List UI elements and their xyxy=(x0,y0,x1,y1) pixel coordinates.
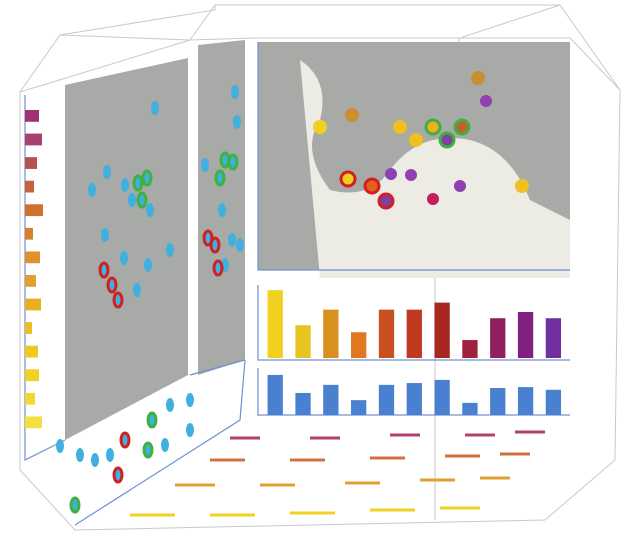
bar xyxy=(267,290,283,358)
blue-bar xyxy=(517,387,534,415)
blue-bar xyxy=(490,388,506,415)
side-bar xyxy=(25,157,37,169)
bar xyxy=(434,302,450,358)
bar xyxy=(462,340,478,358)
blue-bar xyxy=(545,389,562,415)
maps xyxy=(65,40,570,440)
land xyxy=(300,60,570,278)
side-bar xyxy=(25,275,36,287)
map-left xyxy=(65,58,188,440)
side-bar xyxy=(25,133,42,146)
bar xyxy=(351,332,367,358)
blue-bar xyxy=(378,384,395,415)
bar xyxy=(323,309,339,358)
side-bar xyxy=(25,298,41,311)
side-bar xyxy=(25,227,33,240)
blue-bar xyxy=(351,400,367,415)
blue-bar xyxy=(434,379,450,415)
side-bar xyxy=(25,204,43,217)
side-bar xyxy=(25,416,42,429)
side-bar xyxy=(25,110,39,122)
side-bar xyxy=(25,180,34,193)
bar xyxy=(490,318,506,358)
floor-bars xyxy=(130,430,545,517)
axes xyxy=(24,42,570,526)
blue-bar xyxy=(323,384,339,415)
bar xyxy=(378,309,395,358)
blue-bar xyxy=(295,392,311,415)
bar xyxy=(545,318,562,358)
side-bar xyxy=(25,251,40,264)
bar xyxy=(517,311,534,358)
bar xyxy=(406,309,422,358)
side-bar xyxy=(25,392,35,405)
side-bar xyxy=(25,322,32,334)
side-bar xyxy=(25,345,38,358)
blue-bar xyxy=(267,374,283,415)
bar xyxy=(295,325,311,358)
side-bar xyxy=(25,369,39,382)
blue-bar xyxy=(406,383,422,415)
blue-bar xyxy=(462,402,478,415)
dots xyxy=(56,71,529,514)
